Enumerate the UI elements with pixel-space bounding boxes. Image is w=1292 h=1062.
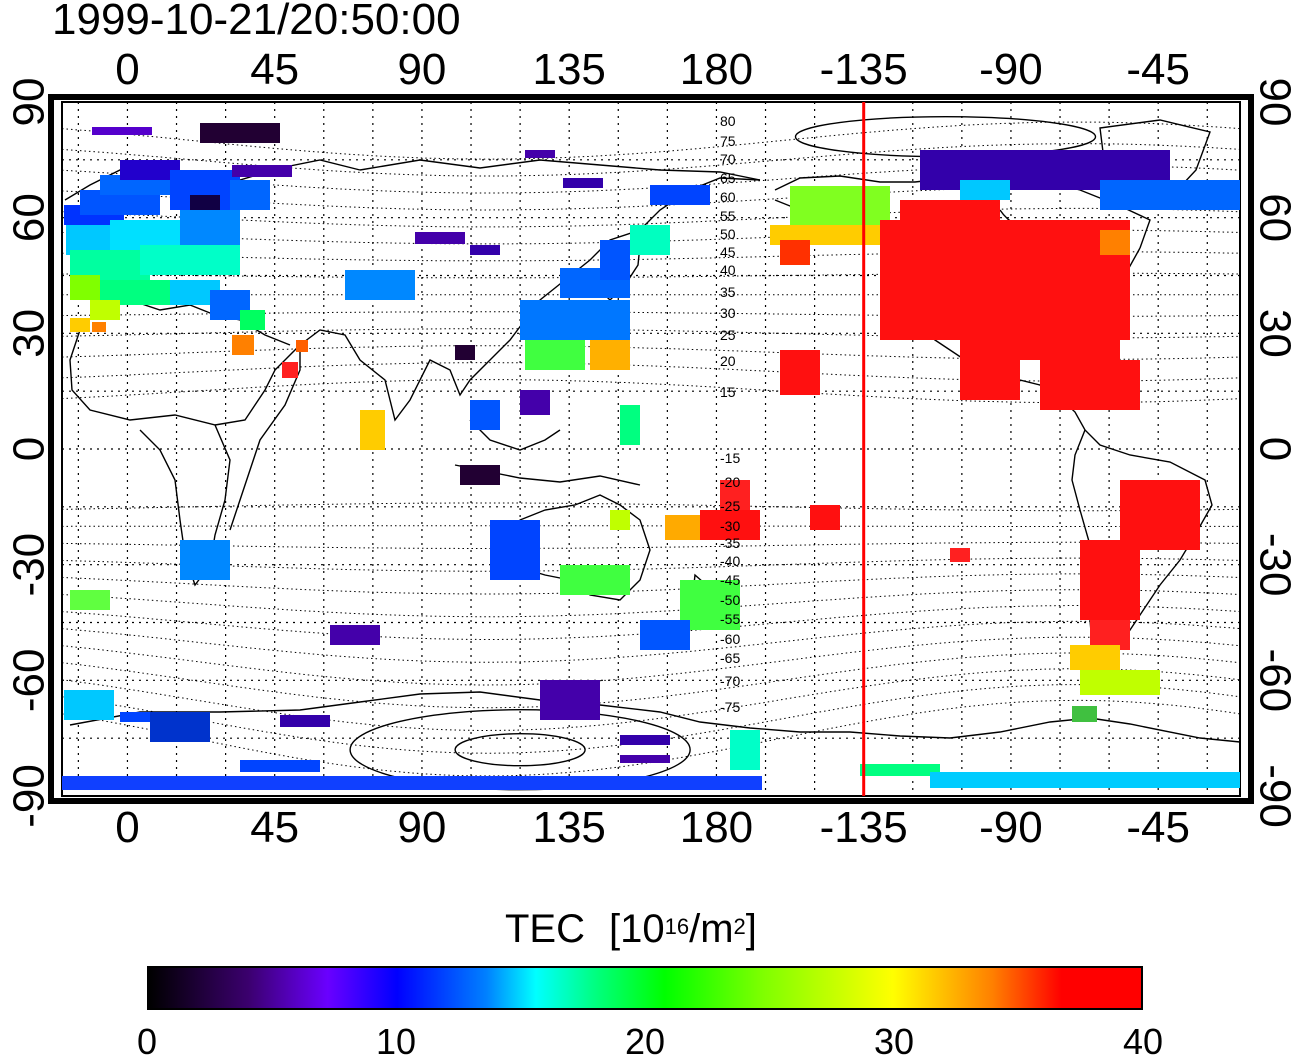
left-lat-tick: 60: [5, 193, 54, 242]
contour-label: 55: [720, 208, 736, 224]
contour-label: 45: [720, 244, 736, 260]
contour-labels: 80 75 70 65 60 55 50 45 40 35 30 25 20 15 -15 -20 -25 -30…: [720, 113, 740, 715]
mlat-contour: [62, 620, 1240, 663]
contour-label: 15: [720, 384, 736, 400]
right-lat-tick: 0: [1250, 437, 1292, 461]
bottom-lon-tick: -135: [820, 803, 908, 852]
left-lat-tick: 30: [5, 309, 54, 358]
contour-label: -75: [720, 699, 740, 715]
contour-label: 20: [720, 353, 736, 369]
right-lat-tick: 90: [1250, 78, 1292, 127]
colorbar-unit-base: [10: [609, 907, 665, 951]
mlat-contour: [62, 652, 1240, 709]
contour-label: 50: [720, 226, 736, 242]
top-lon-tick: 135: [532, 45, 605, 94]
colorbar-tick-label: 0: [136, 1021, 158, 1062]
mlat-contour: [62, 121, 1240, 160]
right-lat-tick: 30: [1250, 309, 1292, 358]
contour-label: 40: [720, 262, 736, 278]
bottom-axis-bar: [48, 798, 1254, 804]
colorbar-title-label: TEC: [505, 907, 585, 951]
left-lat-tick: -30: [5, 533, 54, 597]
bottom-lon-tick: 90: [397, 803, 446, 852]
contour-label: 80: [720, 113, 736, 129]
mlat-contour: [62, 684, 1240, 754]
bottom-lon-tick: 0: [115, 803, 139, 852]
bottom-lon-tick: 135: [532, 803, 605, 852]
mlat-contour: [62, 636, 1240, 686]
colorbar-tick-label: 10: [375, 1021, 417, 1062]
mlat-contour: [62, 525, 1240, 527]
contour-label: 30: [720, 305, 736, 321]
bottom-lon-tick: -45: [1126, 803, 1190, 852]
mlat-contour: [62, 541, 1240, 549]
contour-label: -65: [720, 650, 740, 666]
tec-map: 80 75 70 65 60 55 50 45 40 35 30 25 20 15 -15 -20 -25 -30…: [5, 45, 1292, 852]
contour-label: 75: [720, 133, 736, 149]
contour-label: -40: [720, 553, 740, 569]
top-axis-bar: [48, 94, 1254, 100]
left-lat-tick: -60: [5, 649, 54, 713]
right-lat-tick: -30: [1250, 533, 1292, 597]
contour-label: -55: [720, 611, 740, 627]
mlat-contour: [62, 207, 1240, 228]
colorbar-unit-mid: /m: [689, 907, 734, 951]
axis-tick-labels: 0 0 45 45 90 90 135 135 180 180 -135 -135 -90 -90 -45 -…: [5, 45, 1292, 852]
colorbar-unit-exp2: 2: [733, 914, 746, 939]
bottom-lon-tick: 45: [250, 803, 299, 852]
top-lon-tick: 180: [680, 45, 753, 94]
top-lon-tick: 45: [250, 45, 299, 94]
mlat-contour: [62, 502, 1240, 512]
contour-label: 35: [720, 284, 736, 300]
left-axis-bar: [48, 94, 54, 804]
mlat-contour: [62, 668, 1240, 732]
colorbar-tick-label: 40: [1122, 1021, 1164, 1062]
mlat-contour: [62, 557, 1240, 572]
top-lon-tick: -45: [1126, 45, 1190, 94]
right-lat-tick: -60: [1250, 649, 1292, 713]
right-lat-tick: -90: [1250, 764, 1292, 828]
south-pole-contour-inner: [454, 733, 586, 767]
left-lat-tick: 90: [5, 78, 54, 127]
contour-label: -25: [720, 498, 740, 514]
right-axis-bar: [1248, 94, 1254, 804]
mlat-contour: [62, 589, 1240, 618]
colorbar-title: TEC [1016/m2]: [505, 905, 757, 953]
contour-label: -15: [720, 450, 740, 466]
contour-label: 65: [720, 170, 736, 186]
top-lon-tick: 0: [115, 45, 139, 94]
colorbar: [147, 966, 1143, 1010]
contour-label: -50: [720, 592, 740, 608]
top-lon-tick: -135: [820, 45, 908, 94]
contour-label: -20: [720, 474, 740, 490]
right-lat-tick: 60: [1250, 193, 1292, 242]
contour-label: -30: [720, 518, 740, 534]
colorbar-unit-exp1: 16: [664, 914, 690, 939]
bottom-lon-tick: -90: [979, 803, 1043, 852]
colorbar-tick-label: 30: [873, 1021, 915, 1062]
contour-label: -45: [720, 572, 740, 588]
mlat-contour: [62, 143, 1240, 177]
contour-label: -60: [720, 631, 740, 647]
contour-label: 25: [720, 327, 736, 343]
colorbar-tick-label: 20: [624, 1021, 666, 1062]
timestamp-label: 1999-10-21/20:50:00: [52, 0, 461, 44]
tec-measurements: [62, 123, 1240, 790]
top-lon-tick: -90: [979, 45, 1043, 94]
contour-label: -35: [720, 535, 740, 551]
colorbar-unit-end: ]: [745, 907, 757, 951]
mlat-contour: [62, 186, 1240, 211]
contour-label: 60: [720, 189, 736, 205]
mlat-contour: [62, 573, 1240, 595]
left-lat-tick: 0: [5, 437, 54, 461]
contour-label: -70: [720, 673, 740, 689]
mlat-contour: [62, 379, 1240, 404]
top-lon-tick: 90: [397, 45, 446, 94]
left-lat-tick: -90: [5, 764, 54, 828]
contour-label: 70: [720, 151, 736, 167]
bottom-lon-tick: 180: [680, 803, 753, 852]
